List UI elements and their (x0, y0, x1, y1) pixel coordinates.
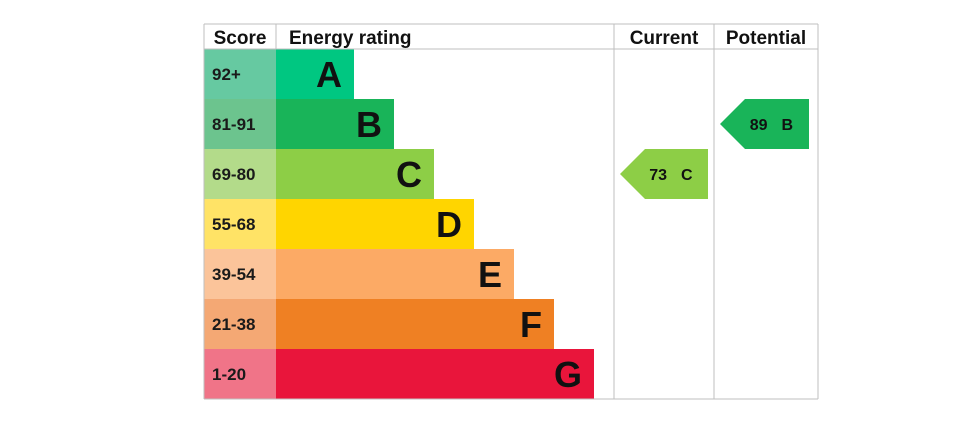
table-grid (203, 23, 819, 400)
band-bar-a (276, 49, 354, 99)
score-label-g: 1-20 (212, 365, 246, 384)
rating-bands: 92+ A 81-91 B 69-80 C 55-68 D 39-54 E 21-38 F 1-20 G (204, 49, 594, 399)
band-letter-e: E (478, 254, 502, 295)
current-rating-value: 73 (649, 167, 667, 184)
score-cell-d (204, 199, 276, 249)
score-cell-g (204, 349, 276, 399)
score-label-e: 39-54 (212, 265, 256, 284)
score-label-f: 21-38 (212, 315, 255, 334)
band-letter-f: F (520, 304, 542, 345)
rating-indicators: 73 C 89 B (620, 99, 809, 199)
band-bar-e (276, 249, 514, 299)
header-energy-rating: Energy rating (289, 28, 411, 49)
band-letter-a: A (316, 54, 342, 95)
band-bar-f (276, 299, 554, 349)
score-cell-c (204, 149, 276, 199)
score-label-b: 81-91 (212, 115, 255, 134)
band-bar-g (276, 349, 594, 399)
score-cell-a (204, 49, 276, 99)
band-letter-g: G (554, 354, 582, 395)
score-cell-f (204, 299, 276, 349)
score-cell-e (204, 249, 276, 299)
score-label-d: 55-68 (212, 215, 255, 234)
header-potential: Potential (726, 28, 806, 49)
band-bar-b (276, 99, 394, 149)
header-score: Score (214, 28, 267, 49)
band-bar-c (276, 149, 434, 199)
band-letter-b: B (356, 104, 382, 145)
header-current: Current (630, 28, 699, 49)
current-rating-letter: C (681, 167, 693, 184)
band-letter-d: D (436, 204, 462, 245)
score-cell-b (204, 99, 276, 149)
potential-rating-letter: B (782, 117, 794, 134)
score-label-c: 69-80 (212, 165, 255, 184)
band-letter-c: C (396, 154, 422, 195)
band-bar-d (276, 199, 474, 249)
score-label-a: 92+ (212, 65, 241, 84)
potential-rating-value: 89 (750, 117, 768, 134)
current-rating-arrow (620, 149, 708, 199)
potential-rating-arrow (720, 99, 809, 149)
